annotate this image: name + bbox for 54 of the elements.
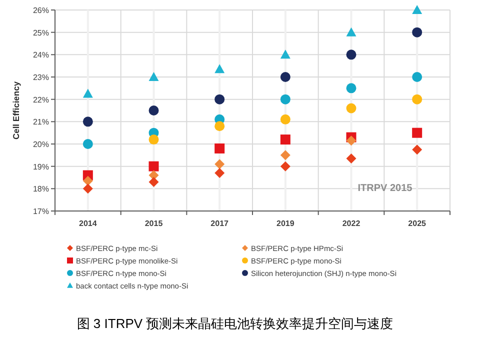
x-tick-label: 2017 <box>210 219 230 228</box>
point <box>346 50 356 60</box>
point <box>214 94 225 104</box>
point <box>280 94 290 104</box>
point <box>412 72 422 82</box>
y-axis-title: Cell Efficiency <box>11 81 21 140</box>
point <box>280 134 290 145</box>
point <box>412 27 422 38</box>
point <box>346 83 356 94</box>
annotation: ITRPV 2015 <box>358 183 413 194</box>
point <box>280 150 290 160</box>
point <box>280 161 290 172</box>
point <box>214 168 225 178</box>
point <box>148 72 159 81</box>
point <box>346 103 356 114</box>
caption: 图 3 ITRPV 预测未来晶硅电池转换效率提升空间与速度 <box>76 316 394 331</box>
point <box>412 5 422 14</box>
y-tick-label: 21% <box>32 118 49 127</box>
y-tick-label: 20% <box>32 140 49 149</box>
point <box>214 143 225 154</box>
x-tick-label: 2015 <box>144 219 164 228</box>
point <box>82 184 93 194</box>
y-tick-label: 22% <box>32 95 49 104</box>
point <box>82 116 93 127</box>
point <box>280 50 290 59</box>
y-tick-label: 19% <box>32 162 49 172</box>
point <box>412 94 422 104</box>
x-tick-label: 2019 <box>276 219 295 228</box>
y-tick-label: 25% <box>32 28 49 38</box>
point <box>148 134 159 145</box>
point <box>82 88 93 98</box>
point <box>280 72 290 82</box>
y-tick-label: 18% <box>32 184 49 194</box>
point <box>280 114 290 124</box>
point <box>214 121 225 132</box>
point <box>214 64 225 74</box>
point <box>412 144 422 155</box>
y-tick-label: 26% <box>32 6 49 15</box>
point <box>82 176 93 186</box>
point <box>346 27 356 36</box>
y-tick-label: 24% <box>32 50 49 60</box>
y-tick-label: 23% <box>32 73 49 82</box>
point <box>346 154 356 164</box>
point <box>148 106 159 116</box>
point <box>148 176 159 187</box>
point <box>82 139 93 149</box>
point <box>214 159 225 170</box>
point <box>148 161 159 172</box>
y-tick-label: 17% <box>32 207 49 216</box>
point <box>412 128 422 138</box>
x-tick-label: 2025 <box>408 219 427 228</box>
x-tick-label: 2022 <box>342 219 361 228</box>
x-tick-label: 2014 <box>79 219 98 228</box>
point <box>346 136 356 146</box>
